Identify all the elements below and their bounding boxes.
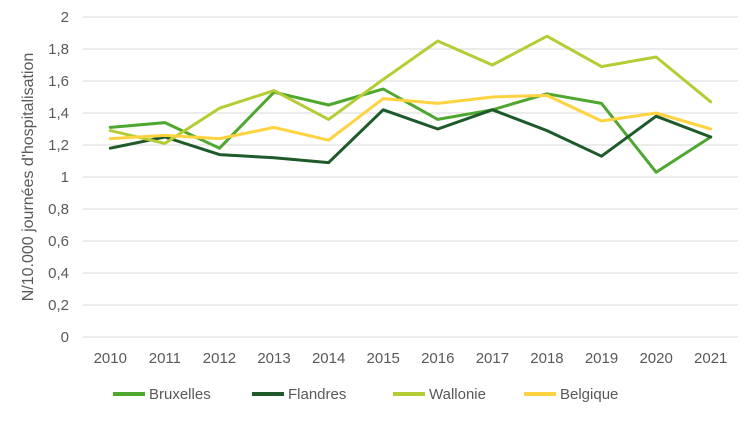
x-tick-label: 2018 (530, 350, 563, 367)
x-tick-label: 2013 (257, 350, 290, 367)
x-tick-label: 2019 (585, 350, 618, 367)
y-tick-label: 0,6 (48, 233, 69, 250)
x-tick-label: 2010 (94, 350, 127, 367)
legend-label: Bruxelles (149, 386, 211, 403)
y-tick-label: 2 (61, 9, 69, 26)
x-tick-label: 2021 (694, 350, 727, 367)
legend-label: Flandres (288, 386, 346, 403)
gridlines (83, 16, 738, 338)
series-line-wallonie (108, 34, 713, 145)
x-tick-label: 2016 (421, 350, 454, 367)
y-tick-label: 0,2 (48, 297, 69, 314)
legend-label: Belgique (560, 386, 618, 403)
y-tick-label: 0 (61, 329, 69, 346)
y-tick-label: 1 (61, 169, 69, 186)
x-tick-label: 2017 (476, 350, 509, 367)
y-axis-tick-labels: 0 0,2 0,4 0,6 0,8 1 1,2 1,4 1,6 1,8 2 (48, 9, 69, 346)
series-line-bruxelles (108, 87, 713, 174)
legend: Bruxelles Flandres Wallonie Belgique (113, 386, 618, 403)
x-tick-label: 2011 (149, 350, 181, 367)
x-axis-tick-labels: 2010 2011 2012 2013 2014 2015 2016 2017 2018 2019… (94, 350, 728, 367)
y-tick-label: 1,6 (48, 73, 69, 90)
x-tick-label: 2012 (203, 350, 236, 367)
y-axis-title: N/10.000 journées d'hospitalisation (20, 53, 37, 302)
y-tick-label: 1,8 (48, 41, 69, 58)
x-tick-label: 2014 (312, 350, 345, 367)
y-tick-label: 0,8 (48, 201, 69, 218)
legend-label: Wallonie (429, 386, 486, 403)
y-tick-label: 0,4 (48, 265, 69, 282)
x-tick-label: 2020 (639, 350, 672, 367)
series-lines (108, 34, 713, 174)
series-line-flandres (108, 108, 713, 165)
x-tick-label: 2015 (367, 350, 400, 367)
series-line-belgique (108, 93, 713, 142)
y-tick-label: 1,2 (48, 137, 69, 154)
y-tick-label: 1,4 (48, 105, 69, 122)
